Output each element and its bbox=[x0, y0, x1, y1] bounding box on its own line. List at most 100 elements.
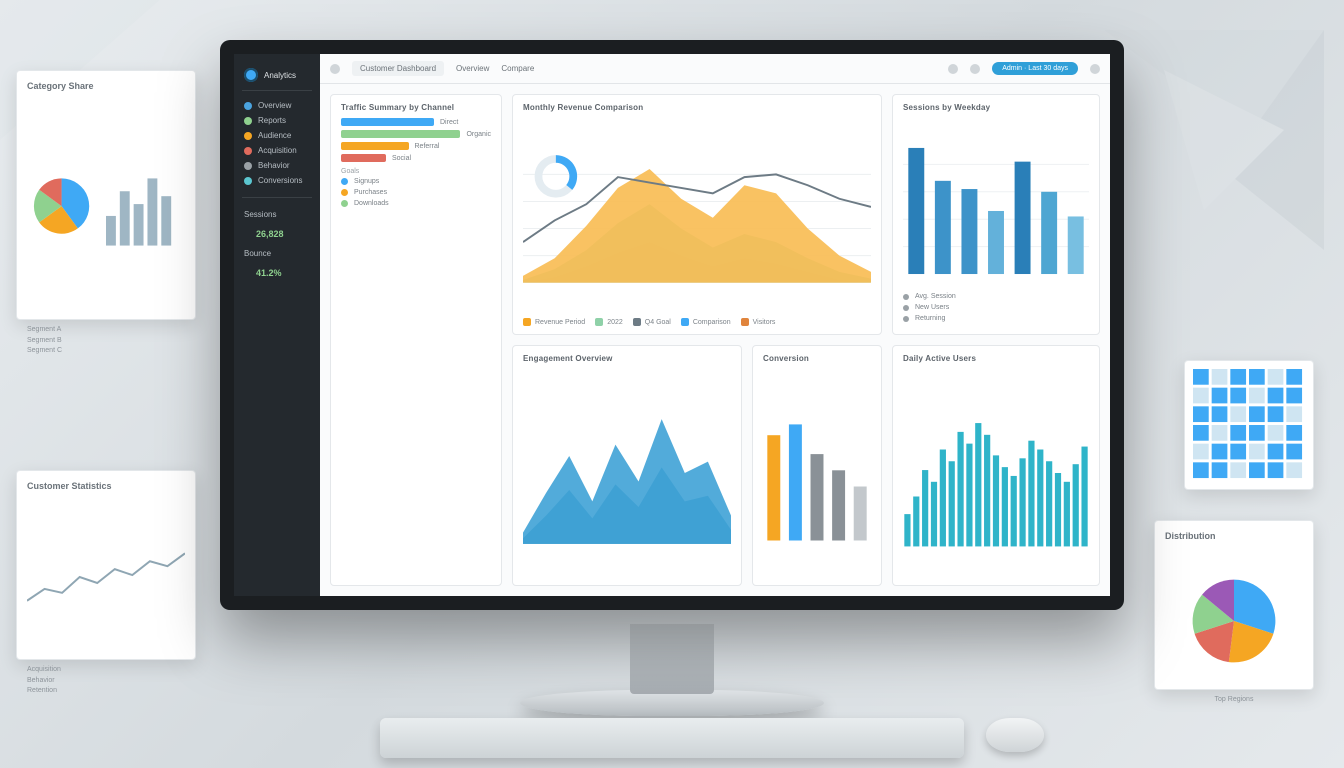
card-title: Sessions by Weekday bbox=[903, 103, 1089, 112]
card-daily-active: Daily Active Users bbox=[892, 345, 1100, 586]
summary-bar-label: Referral bbox=[415, 143, 440, 150]
legend-item: Revenue Period bbox=[523, 318, 585, 326]
card-engagement: Engagement Overview bbox=[512, 345, 742, 586]
sidebar-item-label: Behavior bbox=[258, 161, 290, 170]
sidebar-item-label: Overview bbox=[258, 101, 291, 110]
main: Customer Dashboard Overview Compare Admi… bbox=[320, 54, 1110, 596]
summary-bar bbox=[341, 130, 460, 138]
sidebar-separator bbox=[242, 197, 312, 198]
gear-icon[interactable] bbox=[970, 64, 980, 74]
sparkline bbox=[27, 497, 185, 665]
summary-bar bbox=[341, 142, 409, 150]
summary-bar-label: Organic bbox=[466, 131, 491, 138]
dashboard-grid: Traffic Summary by Channel Direct Organic… bbox=[320, 84, 1110, 596]
sidebar-item-label: Reports bbox=[258, 116, 286, 125]
pie-chart bbox=[1165, 547, 1303, 695]
card-title: Engagement Overview bbox=[523, 354, 731, 363]
summary-bar-label: Social bbox=[392, 155, 411, 162]
panel-row: Acquisition bbox=[27, 665, 185, 676]
sidebar-metric-sub-value: 41.2% bbox=[242, 268, 312, 278]
card-title: Daily Active Users bbox=[903, 354, 1089, 363]
bar-chart bbox=[903, 369, 1089, 577]
dot-icon bbox=[244, 162, 252, 170]
panel-row: Behavior bbox=[27, 676, 185, 687]
area-chart bbox=[523, 369, 731, 577]
avatar[interactable] bbox=[1090, 64, 1100, 74]
area-chart bbox=[523, 118, 871, 312]
chart-legend: Revenue Period 2022 Q4 Goal Comparison Visit… bbox=[523, 312, 871, 326]
card-conversion: Conversion bbox=[752, 345, 882, 586]
sidebar-item-label: Acquisition bbox=[258, 146, 297, 155]
sidebar-item[interactable]: Conversions bbox=[242, 173, 312, 188]
sidebar-metric-value: 26,828 bbox=[242, 229, 312, 239]
card-title: Traffic Summary by Channel bbox=[341, 103, 491, 112]
tab-overview[interactable]: Overview bbox=[456, 64, 489, 73]
summary-bar-label: Direct bbox=[440, 119, 458, 126]
dot-icon bbox=[244, 117, 252, 125]
card-title: Conversion bbox=[763, 354, 871, 363]
panel-title: Category Share bbox=[27, 81, 185, 91]
sidebar-item-label: Conversions bbox=[258, 176, 302, 185]
dot-icon bbox=[244, 177, 252, 185]
dot-icon bbox=[341, 178, 348, 185]
dot-icon bbox=[341, 200, 348, 207]
card-sessions-weekday: Sessions by Weekday Avg. Session New User… bbox=[892, 94, 1100, 335]
list-item: New Users bbox=[903, 304, 1089, 311]
tab-compare[interactable]: Compare bbox=[501, 64, 534, 73]
dot-icon bbox=[341, 189, 348, 196]
date-range-pill[interactable]: Admin · Last 30 days bbox=[992, 62, 1078, 75]
pie-chart bbox=[27, 97, 185, 325]
logo-label: Analytics bbox=[264, 71, 296, 80]
card-revenue-area: Monthly Revenue Comparison Revenue Perio… bbox=[512, 94, 882, 335]
bar-chart bbox=[903, 118, 1089, 293]
card-title: Monthly Revenue Comparison bbox=[523, 103, 871, 112]
sidebar-item[interactable]: Acquisition bbox=[242, 143, 312, 158]
panel-row: Retention bbox=[27, 686, 185, 697]
panel-heatgrid bbox=[1184, 360, 1314, 490]
panel-distribution: Distribution Top Regions bbox=[1154, 520, 1314, 690]
monitor-stand-neck bbox=[630, 624, 714, 694]
sidebar-item-label: Audience bbox=[258, 131, 291, 140]
summary-subheader: Goals bbox=[341, 168, 491, 175]
screen: Analytics Overview Reports Audience Acquisi… bbox=[234, 54, 1110, 596]
sidebar-logo[interactable]: Analytics bbox=[242, 64, 312, 91]
bell-icon[interactable] bbox=[948, 64, 958, 74]
sidebar-metric-label: Sessions bbox=[242, 207, 312, 222]
sidebar-metric-sub: Bounce bbox=[242, 246, 312, 261]
mouse bbox=[986, 718, 1044, 752]
bar-chart bbox=[763, 369, 871, 577]
panel-title: Distribution bbox=[1165, 531, 1303, 541]
panel-title: Customer Statistics bbox=[27, 481, 185, 491]
sidebar-item[interactable]: Reports bbox=[242, 113, 312, 128]
legend-item: 2022 bbox=[595, 318, 623, 326]
sidebar: Analytics Overview Reports Audience Acquisi… bbox=[234, 54, 320, 596]
panel-label: Top Regions bbox=[1165, 695, 1303, 706]
legend-item: Q4 Goal bbox=[633, 318, 671, 326]
keyboard bbox=[380, 718, 964, 758]
logo-icon bbox=[244, 68, 258, 82]
panel-customer-stats: Customer Statistics Acquisition Behavior… bbox=[16, 470, 196, 660]
legend-item: Visitors bbox=[741, 318, 776, 326]
list-item: Returning bbox=[903, 315, 1089, 322]
topbar: Customer Dashboard Overview Compare Admi… bbox=[320, 54, 1110, 84]
dot-icon bbox=[244, 147, 252, 155]
sidebar-item[interactable]: Behavior bbox=[242, 158, 312, 173]
breadcrumb[interactable]: Customer Dashboard bbox=[352, 61, 444, 76]
goal-label: Downloads bbox=[354, 200, 389, 207]
heat-grid bbox=[1193, 369, 1305, 481]
list-item: Avg. Session bbox=[903, 293, 1089, 300]
summary-bar bbox=[341, 118, 434, 126]
panel-category-share: Category Share Segment A Segment B Segme… bbox=[16, 70, 196, 320]
summary-bar bbox=[341, 154, 386, 162]
sidebar-item[interactable]: Overview bbox=[242, 98, 312, 113]
bg-decoration bbox=[1104, 30, 1324, 250]
panel-line: Segment A bbox=[27, 325, 185, 336]
panel-line: Segment B bbox=[27, 336, 185, 347]
sidebar-item[interactable]: Audience bbox=[242, 128, 312, 143]
legend-item: Comparison bbox=[681, 318, 731, 326]
goal-label: Signups bbox=[354, 178, 379, 185]
goal-label: Purchases bbox=[354, 189, 387, 196]
card-traffic-summary: Traffic Summary by Channel Direct Organic… bbox=[330, 94, 502, 586]
shield-icon bbox=[330, 64, 340, 74]
panel-line: Segment C bbox=[27, 346, 185, 357]
